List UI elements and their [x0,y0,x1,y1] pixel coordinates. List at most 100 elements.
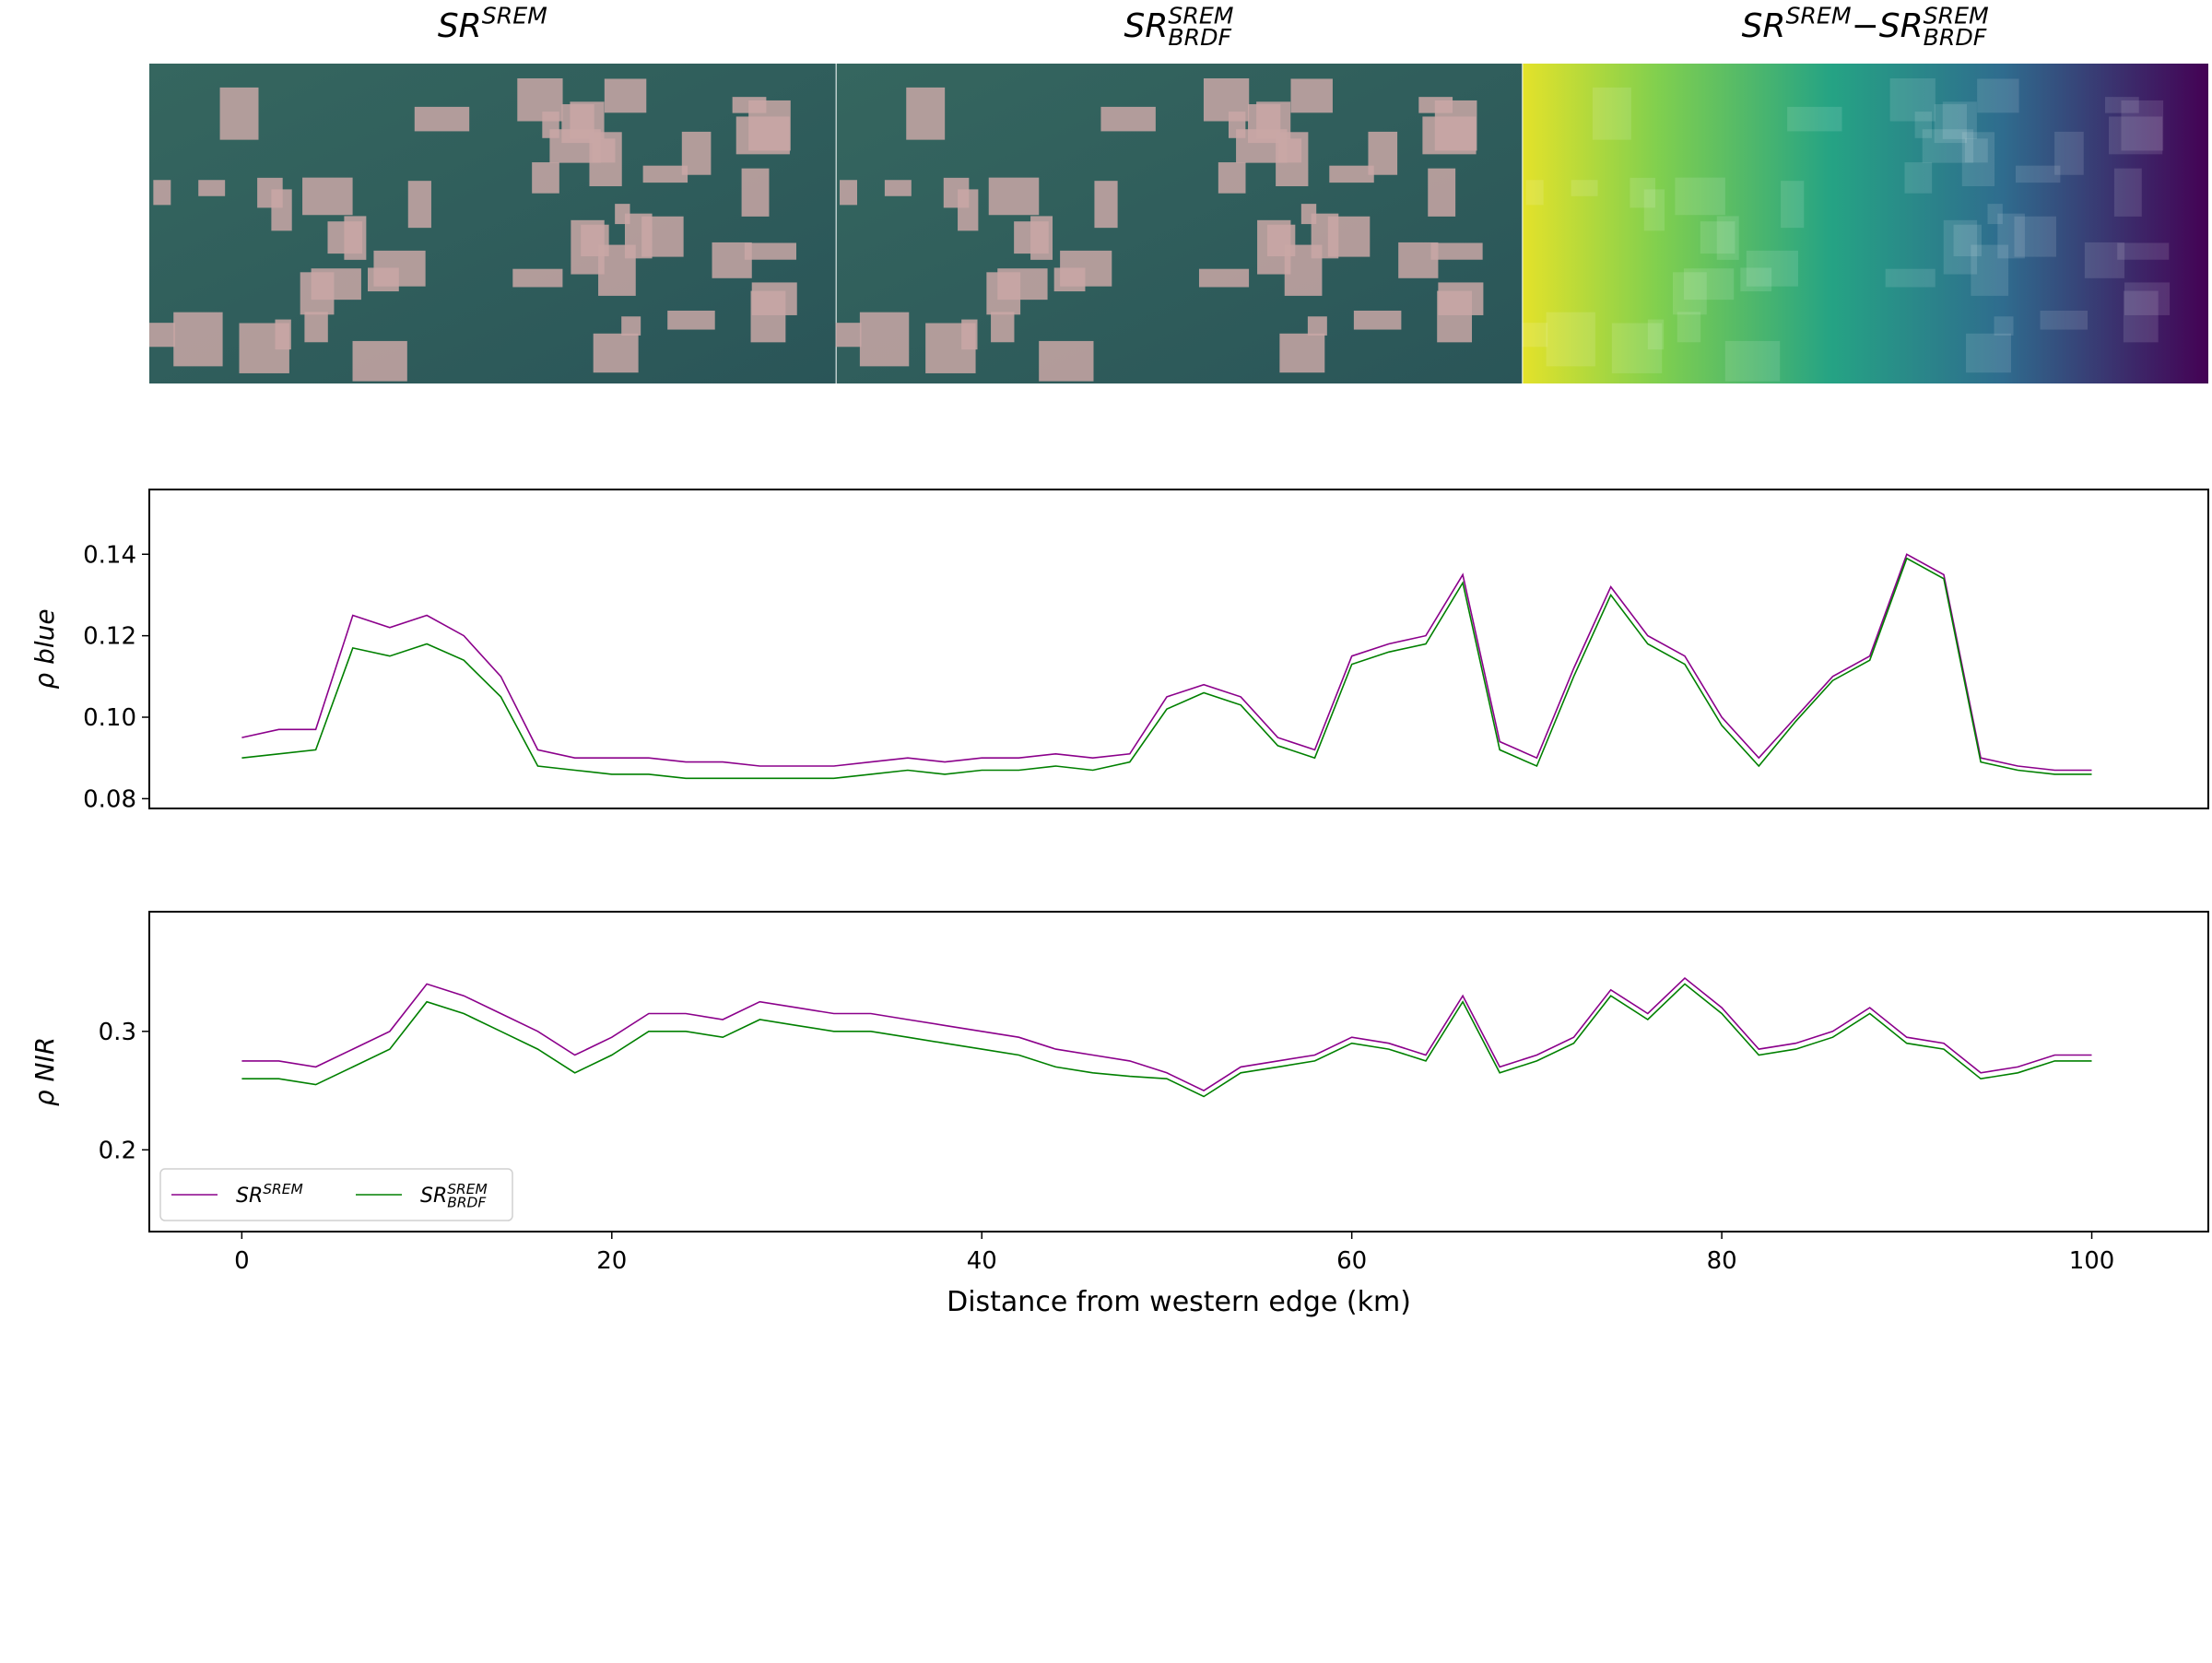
field-patch [988,177,1040,216]
field-patch [2014,216,2056,257]
field-patch [1994,316,2014,336]
field-patch [1030,216,1053,260]
field-patch [1934,104,1968,144]
field-patch [2084,242,2125,278]
field-patch [2113,168,2142,217]
field-patch [581,224,609,257]
field-patch [2109,116,2163,155]
field-patch [859,312,910,367]
field-patch [304,312,328,343]
field-patch [1438,282,1484,315]
field-patch [1218,162,1246,194]
field-patch [1677,312,1701,343]
text-base: SR [438,7,482,45]
field-patch [1647,319,1665,350]
field-patch [1675,177,1725,216]
field-patch [748,100,791,151]
field-patch [368,267,399,292]
y-tick-label: 0.08 [83,785,136,813]
field-patch [1700,221,1735,254]
field-patch [219,87,259,140]
field-patch [2123,290,2159,343]
field-patch [741,168,770,217]
field-patch [311,268,361,301]
field-patch [884,180,912,196]
field-patch [2054,131,2084,175]
text-sub: BRDF [1168,24,1231,51]
field-patch [641,216,684,257]
field-patch [1353,310,1402,330]
field-patch [1276,132,1309,187]
field-patch [1198,268,1250,288]
field-patch [512,268,563,288]
text-sup: SREM [447,1181,487,1197]
field-patch [642,165,688,183]
field-patch [925,323,976,373]
field-patch [2104,97,2139,113]
field-patch [1300,204,1317,225]
field-patch [667,310,715,330]
axes-frame [148,489,2209,809]
text-sub: BRDF [447,1195,487,1211]
field-patch [1997,213,2025,259]
field-patch [1964,138,1988,163]
field-patch [1961,132,1995,187]
field-patch [840,180,857,206]
field-patch [1522,323,1548,348]
field-patch [1525,180,1544,206]
field-patch [1611,323,1663,373]
legend-label: SR SREM [236,1181,303,1208]
x-tick-label: 60 [1336,1247,1367,1275]
field-patch [407,181,431,229]
field-patch [302,177,353,216]
field-patch [1290,78,1333,113]
field-patch [744,242,796,260]
field-patch [2117,242,2170,260]
field-patch [1966,333,2011,373]
field-patch [1977,78,2019,113]
field-patch [1914,112,1933,138]
image-panel [1523,64,2208,383]
field-patch [1740,267,1772,292]
text-base: SR [420,1185,447,1208]
field-patch [542,112,559,138]
field-patch [1546,312,1595,367]
field-patch [1039,340,1094,382]
y-tick-label: 0.10 [83,704,136,732]
field-patch [1787,106,1842,132]
field-patch [1100,106,1156,132]
field-patch [414,106,470,132]
field-patch [1228,112,1246,138]
x-tick-label: 20 [596,1247,627,1275]
text-base: SR [1742,7,1786,45]
field-patch [1279,333,1325,373]
field-patch [621,316,641,336]
field-patch [2124,282,2171,315]
field-patch [1922,129,1974,163]
field-patch [991,312,1015,343]
field-patch [173,312,223,367]
field-patch [593,333,639,373]
field-patch [2121,100,2164,151]
field-patch [149,323,175,348]
field-patch [1885,268,1936,288]
text-sub: BRDF [1924,24,1987,51]
field-patch [589,132,622,187]
field-patch [751,282,797,315]
x-axis-label: Distance from western edge (km) [947,1286,1411,1318]
x-tick-label: 0 [234,1247,250,1275]
field-patch [835,323,862,348]
series-line [241,976,2092,1092]
field-patch [1430,242,1483,260]
field-patch [1428,168,1456,217]
x-tick-label: 80 [1707,1247,1737,1275]
axes-frame [148,911,2209,1233]
field-patch [153,180,171,206]
field-patch [1781,181,1805,229]
legend-box [159,1168,513,1221]
field-patch [615,204,630,225]
field-patch [1630,177,1656,208]
field-patch [352,340,407,382]
